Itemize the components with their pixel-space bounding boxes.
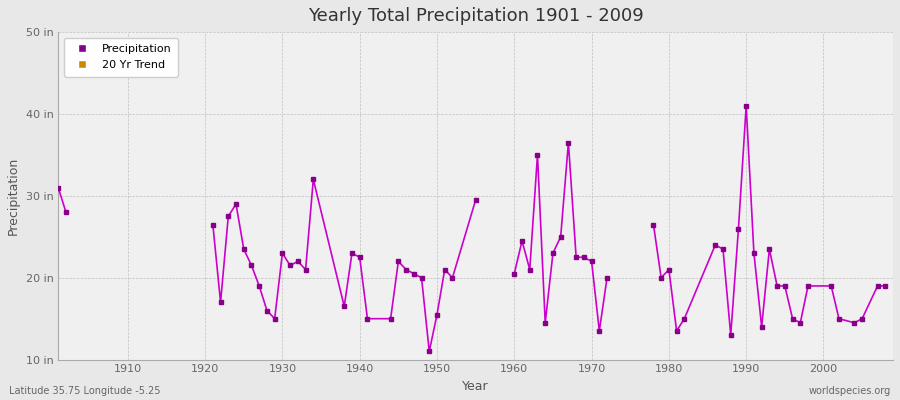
Y-axis label: Precipitation: Precipitation bbox=[7, 157, 20, 235]
X-axis label: Year: Year bbox=[463, 380, 489, 393]
Text: worldspecies.org: worldspecies.org bbox=[809, 386, 891, 396]
Text: Latitude 35.75 Longitude -5.25: Latitude 35.75 Longitude -5.25 bbox=[9, 386, 160, 396]
Title: Yearly Total Precipitation 1901 - 2009: Yearly Total Precipitation 1901 - 2009 bbox=[308, 7, 644, 25]
Legend: Precipitation, 20 Yr Trend: Precipitation, 20 Yr Trend bbox=[64, 38, 178, 76]
